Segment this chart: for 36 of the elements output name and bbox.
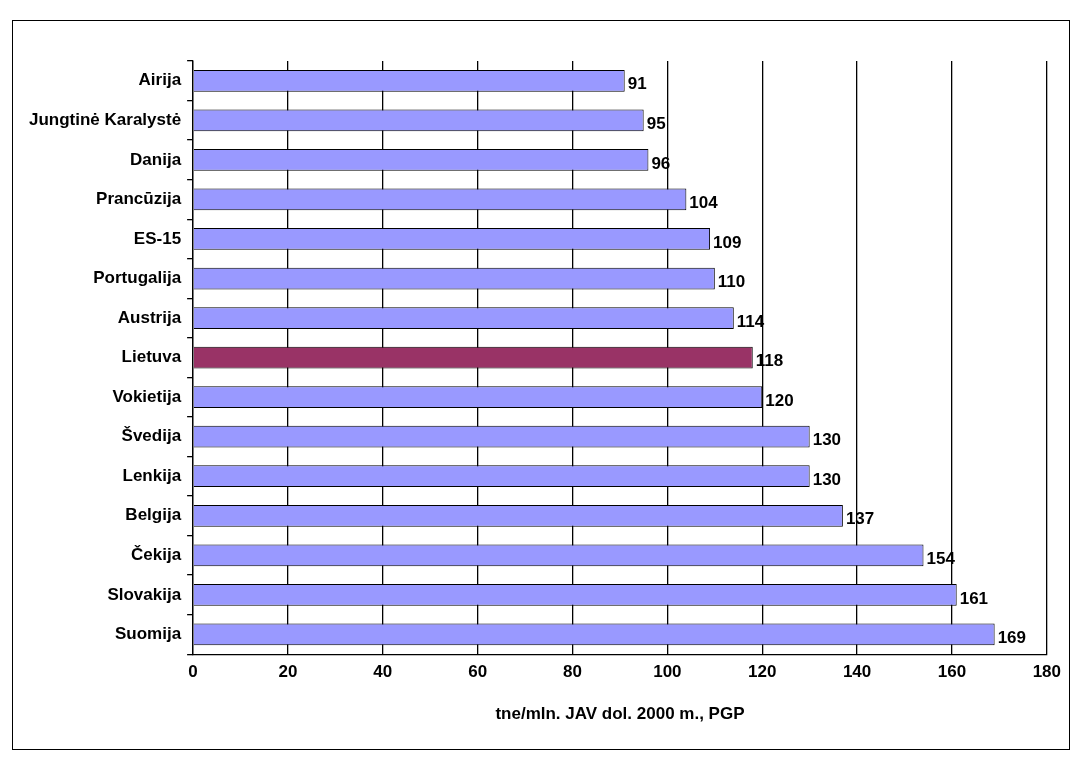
- x-axis-title: tne/mln. JAV dol. 2000 m., PGP: [495, 704, 745, 724]
- x-tick-label: 0: [188, 662, 198, 682]
- data-label: 120: [765, 390, 794, 410]
- x-tick-label: 60: [468, 662, 488, 682]
- x-tick-label: 40: [373, 662, 393, 682]
- x-tick-label: 140: [842, 662, 872, 682]
- y-tick-label: Airija: [138, 70, 182, 90]
- y-tick-label: Lietuva: [121, 347, 182, 367]
- y-tick-label: Danija: [130, 149, 182, 169]
- y-tick-label: ES-15: [133, 228, 182, 248]
- x-tick-label: 180: [1032, 662, 1062, 682]
- data-label: 169: [997, 628, 1027, 648]
- y-tick-label: Slovakija: [107, 584, 182, 604]
- y-tick-label: Portugalija: [93, 268, 182, 288]
- x-tick-label: 160: [937, 662, 967, 682]
- y-tick-label: Čekija: [131, 545, 182, 565]
- y-tick-label: Belgija: [125, 505, 182, 525]
- data-label: 110: [717, 272, 746, 292]
- data-label: 130: [812, 430, 842, 450]
- x-tick-label: 120: [748, 662, 777, 682]
- y-tick-label: Austrija: [117, 307, 182, 327]
- data-label: 91: [627, 74, 647, 94]
- data-label: 161: [959, 588, 989, 608]
- x-tick-label: 20: [278, 662, 298, 682]
- x-tick-label: 100: [653, 662, 682, 682]
- y-tick-label: Prancūzija: [96, 189, 182, 209]
- y-tick-label: Vokietija: [112, 386, 182, 406]
- data-label: 130: [812, 469, 842, 489]
- data-label: 104: [689, 193, 719, 213]
- y-tick-label: Švedija: [121, 426, 182, 446]
- x-tick-label: 80: [563, 662, 582, 682]
- y-tick-label: Suomija: [114, 624, 182, 644]
- data-label: 95: [646, 114, 666, 134]
- y-tick-label: Jungtinė Karalystė: [28, 110, 182, 130]
- data-label: 109: [713, 232, 742, 252]
- y-tick-label: Lenkija: [122, 465, 182, 485]
